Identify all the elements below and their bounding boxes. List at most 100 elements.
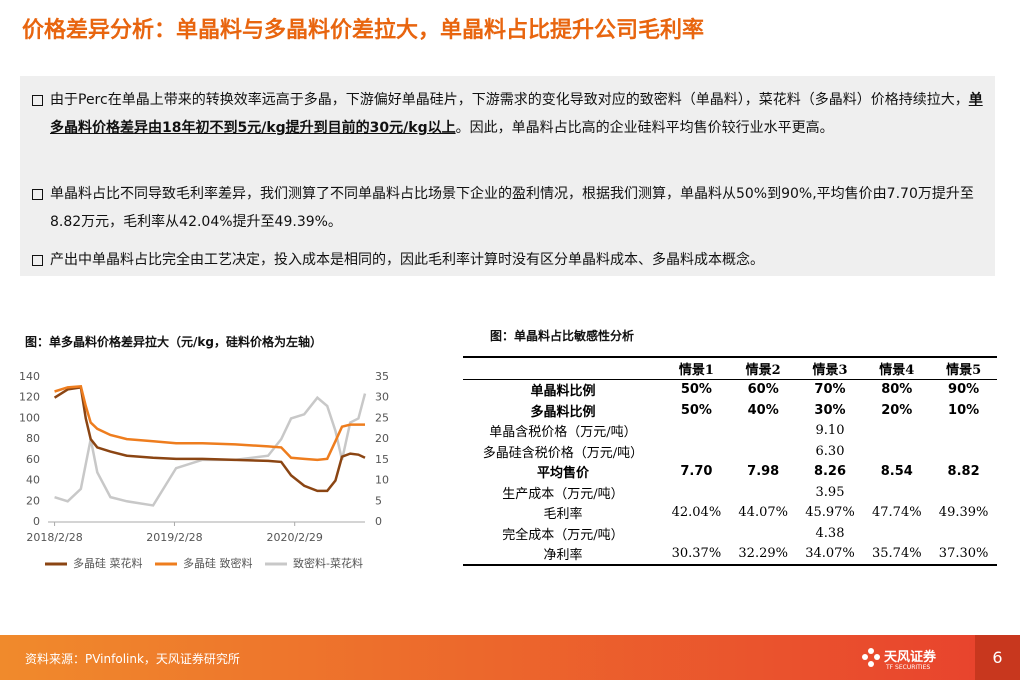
- y-tick-label: 120: [19, 391, 40, 404]
- cell: 50%: [680, 382, 712, 398]
- chart: 0 20 40 60 80 100 120 140 0 5 10 15 20 25 30 35 2018/2/2…: [19, 370, 389, 570]
- y2-tick-label: 5: [375, 494, 382, 507]
- cell: 多晶料比例: [530, 404, 596, 420]
- row: 生产成本（万元/吨） 3.95: [463, 482, 997, 503]
- cell: [663, 523, 730, 544]
- chart-title: 图：单多晶料价格差异拉大（元/kg，硅料价格为左轴）: [25, 335, 322, 349]
- cell: 30%: [814, 402, 846, 418]
- cell: 30.37%: [663, 543, 730, 566]
- row: 单晶含税价格（万元/吨） 9.10: [463, 421, 997, 442]
- cell: 平均售价: [536, 466, 589, 482]
- legend-label: 致密料-菜花料: [293, 556, 363, 570]
- cell: 8.54: [880, 464, 913, 480]
- y-tick-label: 140: [19, 370, 40, 383]
- series-line: [53, 385, 366, 493]
- logo-icon: [862, 648, 880, 667]
- bullet: 单晶料占比不同导致毛利率差异，我们测算了不同单晶料占比场景下企业的盈利情况，根据…: [30, 180, 995, 236]
- cell: 单晶料比例: [530, 384, 596, 400]
- cell: [730, 421, 797, 442]
- logo-en: TF SECURITIES: [886, 664, 931, 671]
- x-tick-label: 2020/2/29: [266, 531, 322, 544]
- bullet: 产出中单晶料占比完全由工艺决定，投入成本是相同的，因此毛利率计算时没有区分单晶料…: [30, 246, 995, 274]
- cell: [730, 523, 797, 544]
- cell: 90%: [948, 382, 980, 398]
- cell: 32.29%: [729, 543, 797, 566]
- text: 产出中单晶料占比完全由工艺决定，投入成本是相同的，因此毛利率计算时没有区分单晶料…: [50, 252, 764, 268]
- cell: 7.70: [680, 464, 713, 480]
- y-tick-label: 100: [19, 411, 40, 424]
- cell: 40%: [747, 402, 779, 418]
- y-tick-label: 40: [26, 474, 40, 487]
- cell: [863, 523, 930, 544]
- y-tick-label: 0: [33, 515, 40, 528]
- cell: [930, 421, 997, 442]
- cell: 生产成本（万元/吨）: [502, 486, 624, 502]
- y-tick-label: 80: [26, 432, 40, 445]
- y2-tick-label: 20: [375, 432, 389, 445]
- cell: 情景3: [796, 356, 864, 380]
- legend-label: 多晶硅 致密料: [183, 556, 253, 570]
- cell: 49.39%: [938, 505, 989, 521]
- y2-tick-label: 10: [375, 474, 389, 487]
- cell: 情景5: [930, 356, 997, 380]
- emphasis: 单多晶料价格差异由18年初不到5元/kg提升到目前的30元/kg以上: [50, 92, 983, 136]
- legend-label: 多晶硅 菜花料: [73, 556, 143, 570]
- y2-tick-label: 30: [375, 391, 389, 404]
- text: 单晶料占比不同导致毛利率差异，我们测算了不同单晶料占比场景下企业的盈利情况，根据…: [50, 186, 974, 230]
- cell: 8.26: [813, 464, 847, 480]
- cell: 47.74%: [872, 505, 922, 521]
- y2-tick-label: 35: [375, 370, 389, 383]
- cell: [930, 441, 997, 462]
- text: 。因此，单晶料占比高的企业硅料平均售价较行业水平更高。: [455, 120, 834, 136]
- cell: 8.82: [947, 464, 980, 480]
- cell: 34.07%: [796, 543, 864, 566]
- cell: 10%: [948, 402, 980, 418]
- cell: 情景1: [663, 356, 730, 380]
- x-tick-label: 2018/2/28: [26, 531, 82, 544]
- y-tick-label: 60: [26, 453, 40, 466]
- cell: 70%: [814, 382, 846, 398]
- cell: 4.38: [815, 525, 845, 541]
- cell: 42.04%: [671, 505, 722, 521]
- row: 单晶料比例 50% 60% 70% 80% 90%: [463, 379, 997, 400]
- cell: 45.97%: [805, 505, 855, 521]
- row: 平均售价 7.70 7.98 8.26 8.54 8.82: [463, 462, 997, 483]
- table: 情景1 情景2 情景3 情景4 情景5 单晶料比例 50% 60% 70% 80% 90% 多晶料比例…: [463, 356, 997, 566]
- footer-bar: [0, 635, 1020, 680]
- cell: [663, 441, 730, 462]
- cell: [663, 421, 730, 442]
- cell: 60%: [747, 382, 779, 398]
- summary-box: 由于Perc在单晶上带来的转换效率远高于多晶，下游偏好单晶硅片，下游需求的变化导…: [20, 76, 995, 276]
- y2-tick-label: 15: [375, 453, 389, 466]
- row: 多晶料比例 50% 40% 30% 20% 10%: [463, 400, 997, 421]
- row: 净利率 30.37% 32.29% 34.07% 35.74% 37.30%: [463, 543, 997, 566]
- cell: 44.07%: [738, 505, 788, 521]
- cell: 情景4: [863, 356, 931, 380]
- cell: 3.95: [815, 484, 845, 500]
- row: 完全成本（万元/吨） 4.38: [463, 523, 997, 544]
- cell: 完全成本（万元/吨）: [502, 527, 624, 543]
- cell: 37.30%: [930, 543, 997, 566]
- cell: 7.98: [747, 464, 780, 480]
- cell: [863, 482, 930, 503]
- cell: 多晶硅含税价格（万元/吨）: [482, 445, 644, 461]
- cell: [730, 441, 797, 462]
- row: 多晶硅含税价格（万元/吨） 6.30: [463, 441, 997, 462]
- x-tick-label: 2019/2/28: [146, 531, 202, 544]
- cell: [863, 421, 930, 442]
- cell: [863, 441, 930, 462]
- cell: 净利率: [463, 543, 663, 566]
- logo: 天风证券: [884, 650, 937, 665]
- row: 毛利率 42.04% 44.07% 45.97% 47.74% 49.39%: [463, 503, 997, 524]
- cell: 20%: [881, 402, 913, 418]
- cell: 单晶含税价格（万元/吨）: [489, 425, 637, 441]
- cell: 毛利率: [543, 507, 583, 523]
- table-title: 图：单晶料占比敏感性分析: [490, 329, 635, 343]
- row: 情景1 情景2 情景3 情景4 情景5: [463, 356, 997, 380]
- y2-tick-label: 25: [375, 411, 389, 424]
- y-tick-label: 20: [26, 494, 40, 507]
- cell: [930, 523, 997, 544]
- cell: [730, 482, 797, 503]
- cell: 9.10: [815, 423, 845, 439]
